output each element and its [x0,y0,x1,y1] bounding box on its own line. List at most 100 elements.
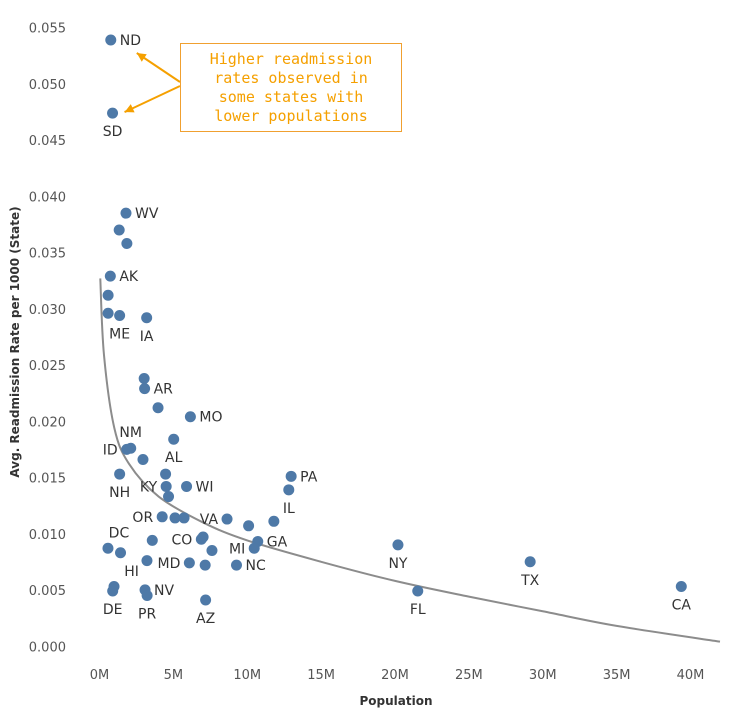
data-point [141,312,153,324]
annotation-box: Higher readmission rates observed in som… [180,43,402,132]
point-label: OR [132,510,153,526]
data-point [268,515,280,527]
data-point [121,443,133,455]
y-tick-label: 0.030 [29,303,66,318]
data-point [121,238,133,250]
point-label: KY [140,479,158,495]
y-tick-label: 0.010 [29,528,66,543]
data-point [113,224,125,236]
data-point [160,480,172,492]
data-point [184,411,196,423]
data-point [195,533,207,545]
x-tick-label: 15M [307,668,335,683]
y-tick-label: 0.050 [29,78,66,93]
data-point [102,542,114,554]
point-label: PA [300,469,318,485]
annotation-arrowhead [124,104,135,113]
data-point [163,491,175,503]
data-point [138,372,150,384]
point-label: AZ [196,611,215,627]
point-label: MI [229,541,245,557]
point-label: FL [410,602,426,618]
point-label: NH [109,485,130,501]
x-axis-ticks: 0M 5M 10M 15M 20M 25M 30M 35M 40M [90,668,705,683]
point-label: HI [124,564,139,580]
data-point [146,534,158,546]
x-tick-label: 0M [90,668,110,683]
annotation-arrow [124,85,181,113]
point-label: ID [103,442,118,458]
data-point [114,468,126,480]
point-label: WV [135,206,159,222]
trend-line [99,278,721,643]
data-point [168,433,180,445]
x-tick-label: 30M [529,668,557,683]
annotation-line: Higher readmission [209,49,373,68]
point-label: DC [109,525,130,541]
point-label: DE [103,602,123,618]
data-point [107,107,119,119]
point-label: AR [154,382,174,398]
data-point [283,484,295,496]
data-point [115,547,127,559]
y-tick-label: 0.025 [29,359,66,374]
data-point [156,511,168,523]
annotation-arrowhead [136,52,147,62]
data-point [183,557,195,569]
y-tick-label: 0.015 [29,472,66,487]
data-point [114,310,126,322]
point-label: PR [138,607,156,623]
point-label: MD [158,556,181,572]
data-point [102,307,114,319]
annotation-arrows [124,52,181,113]
point-label: AK [119,269,139,285]
y-axis-title: Avg. Readmission Rate per 1000 (State) [8,206,22,477]
annotation-line: some states with [218,87,364,106]
point-label: TX [520,573,540,589]
data-point [152,402,164,414]
data-point [243,520,255,532]
y-tick-label: 0.045 [29,134,66,149]
data-point [285,470,297,482]
x-tick-label: 20M [381,668,409,683]
y-tick-label: 0.040 [29,190,66,205]
x-tick-label: 5M [164,668,184,683]
data-point [160,468,172,480]
data-point [105,34,117,46]
data-point [141,555,153,567]
data-point [200,594,212,606]
data-point [675,581,687,593]
point-label: CA [672,598,692,614]
point-label: IA [140,329,154,345]
point-label: VA [200,512,219,528]
data-point [412,585,424,597]
point-label: NM [119,425,142,441]
x-tick-label: 35M [603,668,631,683]
x-axis-title: Population [359,694,432,708]
data-point [120,207,132,219]
point-label: AL [165,450,183,466]
y-axis-ticks: 0.000 0.005 0.010 0.015 0.020 0.025 0.030 0.035… [29,22,66,656]
data-point [107,585,119,597]
point-label: WI [196,479,214,495]
data-point [199,559,211,571]
data-point [524,556,536,568]
annotation-line: lower populations [214,106,368,125]
point-label: SD [103,124,123,140]
x-tick-label: 10M [233,668,261,683]
data-point [137,453,149,465]
x-tick-label: 25M [455,668,483,683]
data-point [178,512,190,524]
data-point [139,383,151,395]
data-point [248,542,260,554]
annotation-line: rates observed in [214,68,368,87]
point-label: ND [120,33,141,49]
data-point [206,545,218,557]
data-point [102,289,114,301]
data-points [102,34,687,606]
point-label: NV [154,583,174,599]
y-tick-label: 0.020 [29,415,66,430]
point-label: NC [245,558,265,574]
